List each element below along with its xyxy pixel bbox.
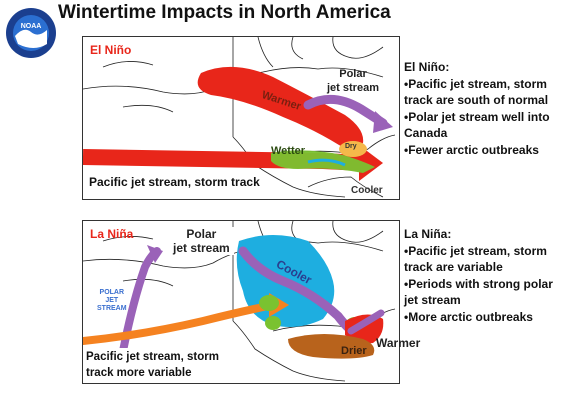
el-nino-caption: Pacific jet stream, storm track <box>86 174 263 190</box>
page-title: Wintertime Impacts in North America <box>58 2 391 23</box>
la-nina-wet-area-2 <box>265 316 281 330</box>
la-nina-polar-jet-label: Polar jet stream <box>169 227 234 255</box>
la-nina-note-2: •Periods with strong polar jet stream <box>404 276 553 308</box>
el-nino-notes-title: El Niño: <box>404 60 450 74</box>
la-nina-notes: La Niña: •Pacific jet stream, storm trac… <box>404 226 564 325</box>
la-nina-note-3: •More arctic outbreaks <box>404 309 533 324</box>
map-outlines <box>83 37 396 198</box>
la-nina-warmer-region <box>345 314 384 344</box>
el-nino-dry-area <box>339 141 367 157</box>
el-nino-warmer-band <box>197 66 364 149</box>
el-nino-dry-label: Dry <box>345 143 357 150</box>
el-nino-map: El Niño Polar jet stream Warmer Wetter D… <box>82 36 400 200</box>
noaa-logo: NOAA <box>4 6 58 60</box>
el-nino-cooler-label: Cooler <box>351 185 383 196</box>
el-nino-note-2: •Polar jet stream well into Canada <box>404 109 550 141</box>
el-nino-notes: El Niño: •Pacific jet stream, storm trac… <box>404 59 564 158</box>
la-nina-wet-area-1 <box>259 295 279 311</box>
la-nina-caption: Pacific jet stream, storm track more var… <box>84 348 242 382</box>
la-nina-drier-region <box>288 334 375 359</box>
la-nina-warmer-label: Warmer <box>376 336 421 350</box>
el-nino-polar-jet-label: Polar jet stream <box>327 68 379 94</box>
la-nina-panel-label: La Niña <box>90 227 134 241</box>
noaa-logo-text: NOAA <box>21 23 42 30</box>
la-nina-pacific-jet <box>83 301 277 345</box>
el-nino-panel-label: El Niño <box>90 43 132 57</box>
la-nina-inset-label: POLAR JET STREAM <box>97 289 127 312</box>
la-nina-note-1: •Pacific jet stream, storm track are var… <box>404 243 547 275</box>
la-nina-drier-label: Drier <box>341 345 367 357</box>
el-nino-polar-jet <box>303 94 388 128</box>
la-nina-notes-title: La Niña: <box>404 227 452 241</box>
el-nino-note-1: •Pacific jet stream, storm track are sou… <box>404 76 549 108</box>
la-nina-polar-jet-east <box>347 309 385 335</box>
el-nino-wetter-band <box>271 150 375 173</box>
el-nino-note-3: •Fewer arctic outbreaks <box>404 142 539 157</box>
el-nino-wetter-label: Wetter <box>271 145 306 157</box>
el-nino-polar-jet-arrowhead <box>373 111 393 133</box>
